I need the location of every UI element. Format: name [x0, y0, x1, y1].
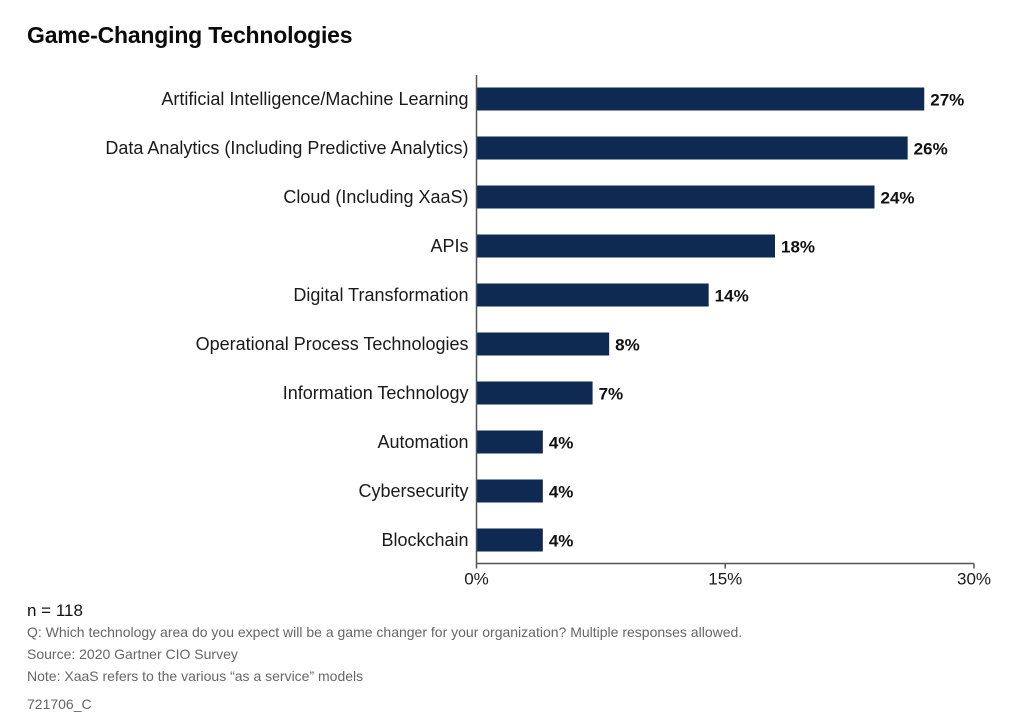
bar [476, 381, 593, 405]
value-label: 4% [549, 532, 574, 551]
figure-code: 721706_C [27, 696, 92, 712]
value-label: 8% [615, 336, 640, 355]
sample-size: n = 118 [27, 601, 83, 620]
value-label: 18% [781, 238, 815, 257]
x-tick-label: 0% [464, 570, 489, 589]
bar [476, 185, 875, 209]
survey-question: Q: Which technology area do you expect w… [27, 624, 743, 640]
bar-chart: Artificial Intelligence/Machine Learning… [105, 75, 991, 589]
bar [476, 136, 908, 160]
x-tick-label: 15% [708, 570, 742, 589]
category-label: Cybersecurity [358, 481, 468, 501]
footnote: Note: XaaS refers to the various “as a s… [27, 668, 364, 684]
category-label: Data Analytics (Including Predictive Ana… [105, 138, 468, 158]
category-label: Blockchain [381, 530, 468, 550]
category-label: Digital Transformation [293, 285, 468, 305]
bar [476, 234, 775, 258]
bar [476, 430, 543, 454]
value-label: 27% [930, 91, 964, 110]
bar [476, 283, 709, 307]
source-note: Source: 2020 Gartner CIO Survey [27, 646, 238, 662]
bar [476, 528, 543, 552]
x-tick-label: 30% [957, 570, 991, 589]
category-label: Automation [377, 432, 468, 452]
category-label: Information Technology [283, 383, 469, 403]
chart-title: Game-Changing Technologies [27, 22, 353, 48]
value-label: 26% [914, 140, 948, 159]
value-label: 14% [715, 287, 749, 306]
category-label: Cloud (Including XaaS) [283, 187, 468, 207]
value-label: 24% [881, 189, 915, 208]
category-label: Operational Process Technologies [196, 334, 469, 354]
value-label: 7% [599, 385, 624, 404]
bar [476, 87, 925, 111]
category-label: APIs [430, 236, 468, 256]
value-label: 4% [549, 434, 574, 453]
bar [476, 332, 610, 356]
category-label: Artificial Intelligence/Machine Learning [161, 89, 468, 109]
bar [476, 479, 543, 503]
value-label: 4% [549, 483, 574, 502]
